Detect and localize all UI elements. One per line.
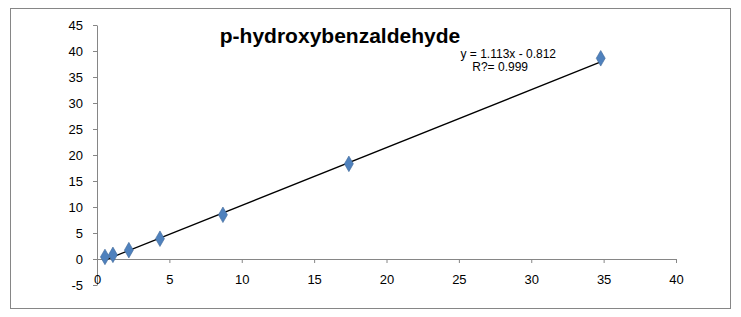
x-tick-mark [242, 259, 243, 263]
y-tick-mark [93, 51, 97, 52]
x-axis: 0 5 10 15 20 25 30 35 40 [94, 259, 684, 287]
y-tick: 20 [69, 148, 97, 163]
y-tick: 5 [76, 226, 97, 241]
y-tick-label: 20 [69, 148, 83, 163]
y-tick: 45 [69, 18, 97, 33]
x-tick-label: 0 [94, 272, 101, 287]
x-tick-label: 10 [235, 272, 249, 287]
y-tick-mark [93, 181, 97, 182]
y-axis-line [97, 26, 98, 286]
x-tick: 15 [307, 259, 321, 287]
y-tick: 35 [69, 70, 97, 85]
x-tick-mark [169, 259, 170, 263]
y-tick-mark [93, 103, 97, 104]
x-tick: 30 [525, 259, 539, 287]
y-tick: 40 [69, 44, 97, 59]
y-axis: -5 0 5 10 15 20 25 30 35 40 45 [69, 18, 98, 293]
y-tick-mark [93, 233, 97, 234]
y-tick: 10 [69, 200, 97, 215]
x-tick-label: 15 [307, 272, 321, 287]
y-tick-mark [93, 77, 97, 78]
x-tick: 10 [235, 259, 249, 287]
x-tick: 5 [166, 259, 173, 287]
data-point [155, 231, 164, 247]
y-tick-mark [93, 155, 97, 156]
data-point [344, 156, 353, 172]
x-tick: 25 [452, 259, 466, 287]
y-tick: 15 [69, 174, 97, 189]
x-tick-mark [676, 259, 677, 263]
y-tick-label: 45 [69, 18, 83, 33]
x-tick: 20 [380, 259, 394, 287]
annotation: R?= 0.999 [472, 60, 528, 74]
y-tick-label: 15 [69, 174, 83, 189]
y-tick: 30 [69, 96, 97, 111]
x-tick-label: 5 [166, 272, 173, 287]
chart-title: p-hydroxybenzaldehyde [220, 24, 460, 47]
x-tick-label: 20 [380, 272, 394, 287]
y-tick-mark [93, 129, 97, 130]
chart: -5 0 5 10 15 20 25 30 35 40 45 0 5 10 15 20 25 30 35 40 p-hy… [0, 0, 741, 317]
x-tick-label: 40 [669, 272, 683, 287]
data-point [108, 247, 117, 263]
data-point [100, 249, 109, 265]
x-tick-mark [531, 259, 532, 263]
x-tick-mark [387, 259, 388, 263]
y-tick: 25 [69, 122, 97, 137]
y-tick-label: 30 [69, 96, 83, 111]
trend-line [105, 62, 601, 260]
x-tick-label: 25 [452, 272, 466, 287]
data-point [124, 242, 133, 258]
y-tick: 0 [76, 252, 97, 267]
x-tick-mark [97, 259, 98, 263]
chart-border [11, 9, 731, 309]
x-tick-label: 30 [525, 272, 539, 287]
x-tick-label: 35 [597, 272, 611, 287]
x-tick: 0 [94, 259, 101, 287]
x-tick: 35 [597, 259, 611, 287]
y-tick-label: 40 [69, 44, 83, 59]
y-tick-label: 25 [69, 122, 83, 137]
y-tick-mark [93, 207, 97, 208]
x-tick-mark [459, 259, 460, 263]
x-tick-mark [314, 259, 315, 263]
y-tick-label: 10 [69, 200, 83, 215]
x-tick-mark [604, 259, 605, 263]
x-tick: 40 [669, 259, 683, 287]
y-tick-label: 35 [69, 70, 83, 85]
y-tick-mark [93, 259, 97, 260]
data-point [218, 207, 227, 223]
y-tick-label: 0 [76, 252, 83, 267]
plot-area [100, 50, 605, 264]
y-tick-mark [93, 25, 97, 26]
data-point [596, 50, 605, 66]
annotation: y = 1.113x - 0.812 [460, 47, 556, 61]
y-tick-label: -5 [71, 278, 83, 293]
y-tick-label: 5 [76, 226, 83, 241]
